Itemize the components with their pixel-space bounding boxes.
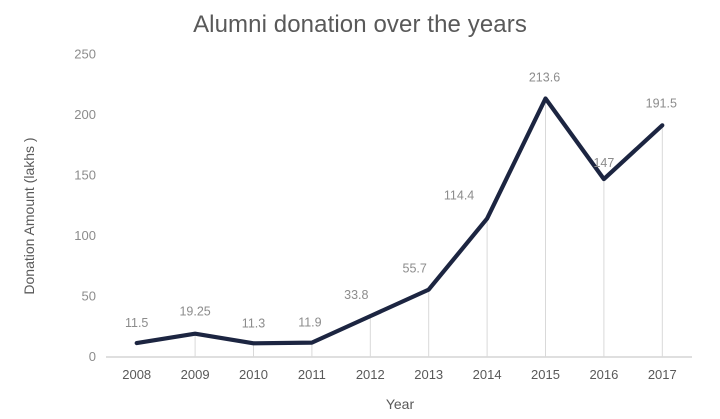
svg-text:50: 50 xyxy=(82,289,96,304)
svg-text:191.5: 191.5 xyxy=(646,96,677,110)
svg-text:2014: 2014 xyxy=(473,367,502,382)
svg-text:2012: 2012 xyxy=(356,367,385,382)
svg-text:11.5: 11.5 xyxy=(125,316,148,330)
svg-text:100: 100 xyxy=(74,228,96,243)
svg-text:19.25: 19.25 xyxy=(179,305,210,319)
svg-text:200: 200 xyxy=(74,107,96,122)
svg-text:2015: 2015 xyxy=(531,367,560,382)
svg-text:2009: 2009 xyxy=(181,367,210,382)
svg-text:2011: 2011 xyxy=(298,367,326,382)
svg-text:2010: 2010 xyxy=(239,367,268,382)
svg-text:2016: 2016 xyxy=(589,367,618,382)
svg-text:114.4: 114.4 xyxy=(444,189,474,203)
svg-text:150: 150 xyxy=(74,168,96,183)
svg-text:250: 250 xyxy=(74,47,96,62)
svg-text:33.8: 33.8 xyxy=(344,288,368,302)
svg-text:147: 147 xyxy=(593,156,614,170)
svg-text:2017: 2017 xyxy=(648,367,677,382)
svg-text:11.9: 11.9 xyxy=(298,316,321,330)
svg-text:213.6: 213.6 xyxy=(529,71,560,85)
svg-text:55.7: 55.7 xyxy=(403,262,427,276)
svg-text:0: 0 xyxy=(89,349,96,364)
svg-text:11.3: 11.3 xyxy=(242,316,265,330)
svg-text:2013: 2013 xyxy=(414,367,443,382)
svg-text:2008: 2008 xyxy=(122,367,151,382)
